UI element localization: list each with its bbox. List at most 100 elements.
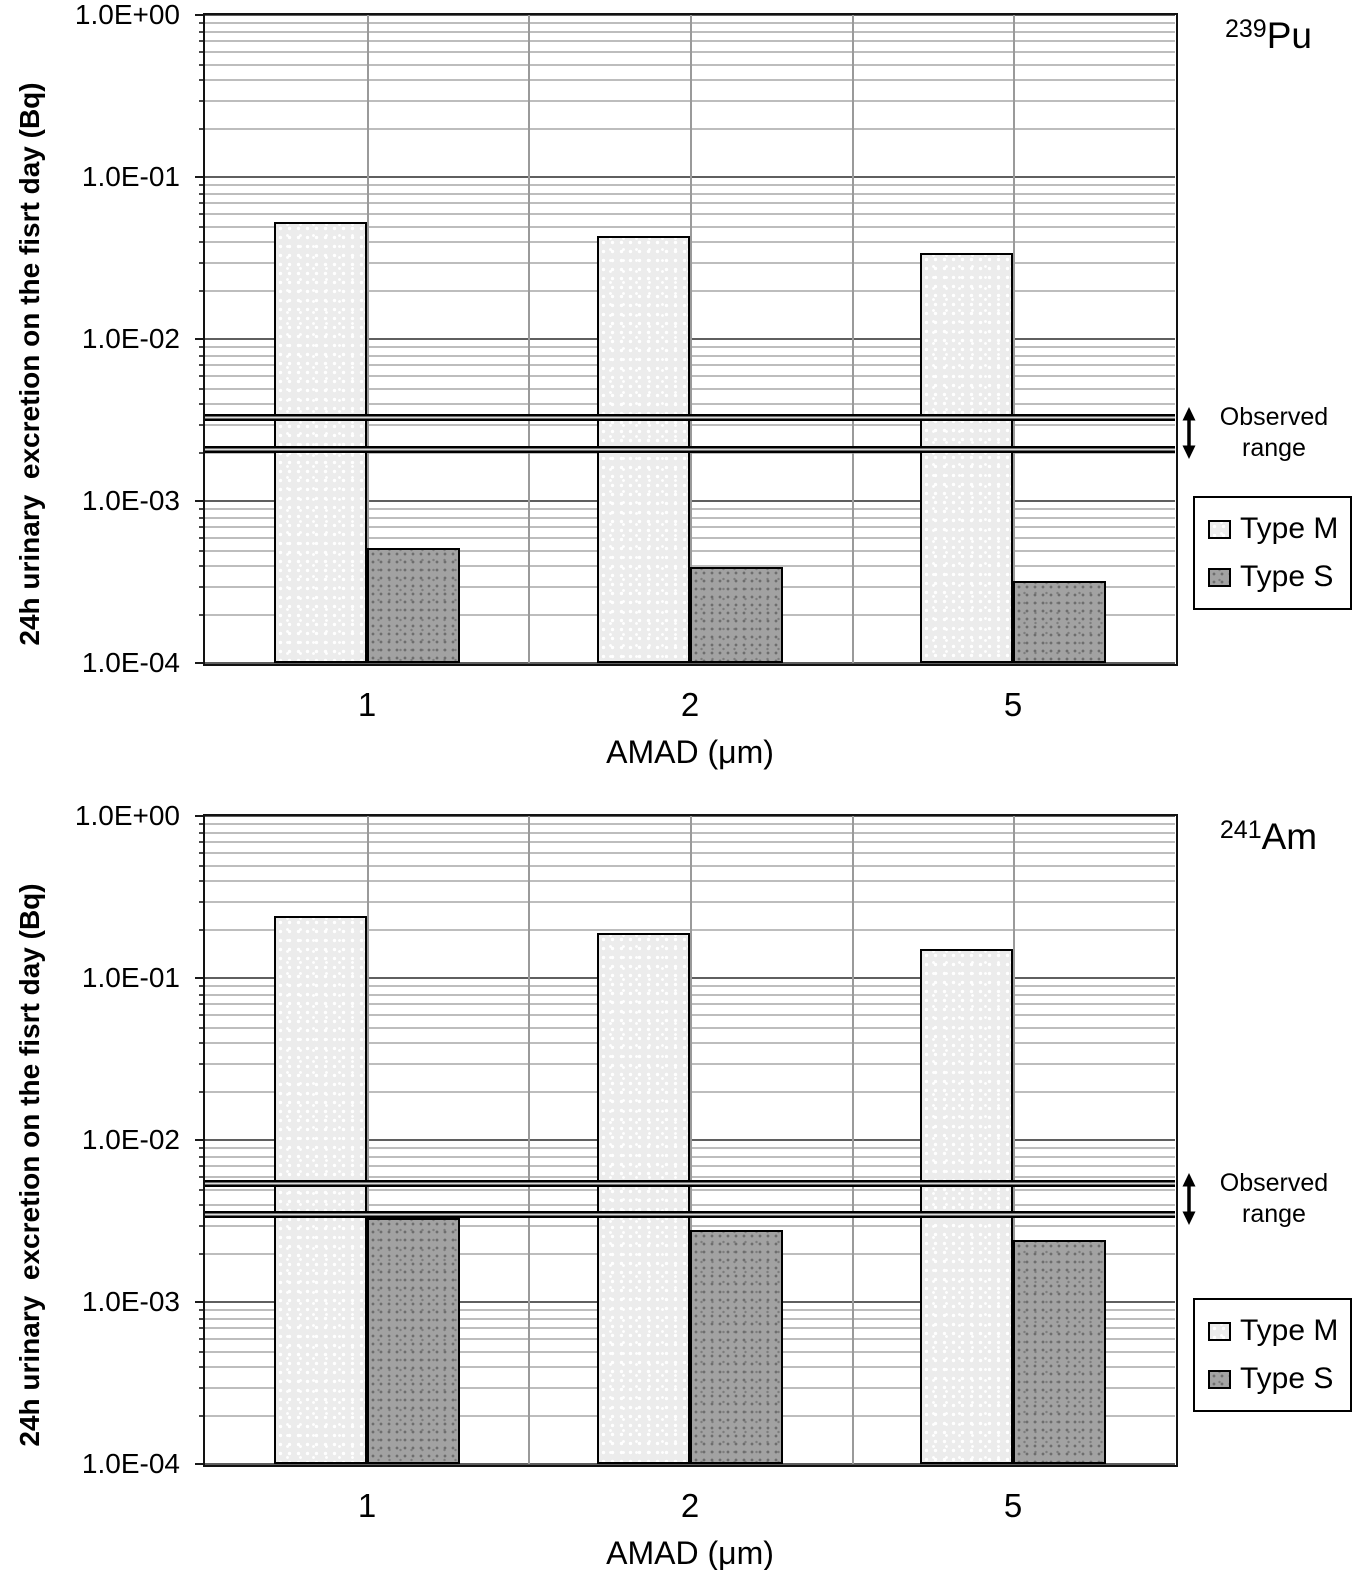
y-axis-tick-minor [199,1014,205,1016]
observed-range-label-line2: range [1242,434,1306,462]
observed-range-line-upper [205,414,1175,421]
y-tick-label: 1.0E-03 [81,485,180,516]
x-tick-label: 5 [1003,686,1023,723]
x-tick-label: 1 [357,1487,377,1524]
gridline-vertical [367,15,369,663]
isotope-element: Pu [1266,15,1312,56]
observed-range-line-lower [205,1211,1175,1218]
x-tick-label: 2 [680,686,700,723]
bar-type-s-amad-1 [367,1218,460,1464]
y-tick-label: 1.0E-01 [81,161,180,192]
gridline-major [205,662,1175,664]
y-axis-tick-minor [199,1156,205,1158]
bar-type-s-amad-5 [1013,581,1106,663]
gridline-major [205,1463,1175,1465]
y-axis-tick-minor [199,1338,205,1340]
y-axis-tick-minor [199,565,205,567]
bar-type-s-amad-2 [690,1230,783,1464]
legend-entry-type-m: Type M [1208,1314,1350,1348]
y-axis-tick-major [195,662,205,664]
x-tick-label: 1 [357,686,377,723]
y-axis-tick-minor [199,1318,205,1320]
legend-swatch-type-m [1208,1321,1231,1341]
y-axis-tick-minor [199,355,205,357]
y-axis-tick-major [195,500,205,502]
y-axis-tick-minor [199,79,205,81]
y-axis-tick-minor [199,1351,205,1353]
observed-range-label-line1: Observed [1219,403,1329,431]
y-tick-label: 1.0E+00 [74,0,180,30]
y-axis-tick-minor [199,22,205,24]
y-axis-tick-minor [199,1309,205,1311]
y-tick-label: 1.0E-04 [81,1448,180,1479]
y-axis-label: 24h urinary excretion on the fisrt day (… [14,883,45,1447]
y-axis-tick-minor [199,537,205,539]
bar-type-m-amad-5 [920,253,1013,663]
observed-range-label: Observed range [1198,402,1350,464]
plot-area-border [203,13,1178,666]
y-tick-label: 1.0E-03 [81,1286,180,1317]
y-axis-tick-minor [199,901,205,903]
legend-label: Type S [1240,560,1334,593]
y-axis-tick-minor [199,550,205,552]
y-axis-tick-major [195,1301,205,1303]
legend-label: Type M [1240,512,1339,545]
y-axis-tick-minor [199,852,205,854]
y-tick-label: 1.0E-02 [81,323,180,354]
observed-range-line-upper [205,1180,1175,1187]
y-axis-tick-minor [199,1387,205,1389]
y-axis-tick-minor [199,290,205,292]
y-axis-tick-minor [199,823,205,825]
gridline-vertical [528,816,530,1464]
y-axis-tick-minor [199,614,205,616]
y-axis-tick-minor [199,364,205,366]
y-axis-label: 24h urinary excretion on the fisrt day (… [14,82,45,646]
observed-range-label-line1: Observed [1219,1169,1329,1197]
y-axis-tick-minor [199,40,205,42]
y-axis-tick-major [195,815,205,817]
y-axis-tick-minor [199,184,205,186]
y-tick-label: 1.0E+00 [74,800,180,831]
legend-label: Type M [1240,1314,1339,1347]
gridline-vertical [367,816,369,1464]
bar-type-s-amad-5 [1013,1240,1106,1464]
observed-range-arrow-icon [1182,1173,1196,1225]
y-axis-tick-minor [199,226,205,228]
observed-range-label-line2: range [1242,1200,1306,1228]
y-axis-tick-minor [199,1189,205,1191]
y-axis-tick-minor [199,262,205,264]
y-axis-tick-minor [199,241,205,243]
y-axis-tick-major [195,338,205,340]
legend: Type M Type S [1193,1298,1352,1412]
bar-type-m-amad-2 [597,933,690,1464]
legend-entry-type-s: Type S [1208,560,1350,594]
chart-title: 239Pu [1186,13,1351,61]
y-axis-tick-minor [199,1225,205,1227]
legend-swatch-type-s [1208,567,1231,587]
bar-type-m-amad-1 [274,222,367,663]
legend-swatch-type-m [1208,519,1231,539]
isotope-mass: 241 [1219,816,1262,844]
y-axis-tick-minor [199,929,205,931]
y-axis-tick-minor [199,508,205,510]
gridline-vertical [1013,15,1015,663]
y-axis-tick-minor [199,586,205,588]
plot-area-border [203,814,1178,1467]
y-axis-tick-minor [199,424,205,426]
y-axis-tick-minor [199,128,205,130]
y-axis-tick-minor [199,832,205,834]
y-axis-tick-major [195,14,205,16]
y-tick-label: 1.0E-04 [81,647,180,678]
y-axis-tick-minor [199,1165,205,1167]
isotope-mass: 239 [1225,15,1267,43]
legend-entry-type-s: Type S [1208,1362,1350,1396]
x-tick-label: 2 [680,1487,700,1524]
legend-label: Type S [1240,1362,1334,1395]
y-tick-label: 1.0E-01 [81,962,180,993]
gridline-vertical [852,816,854,1464]
y-axis-tick-minor [199,1147,205,1149]
observed-range-arrow-icon [1182,407,1196,459]
bar-type-s-amad-1 [367,548,460,663]
y-axis-tick-minor [199,51,205,53]
y-axis-tick-minor [199,517,205,519]
